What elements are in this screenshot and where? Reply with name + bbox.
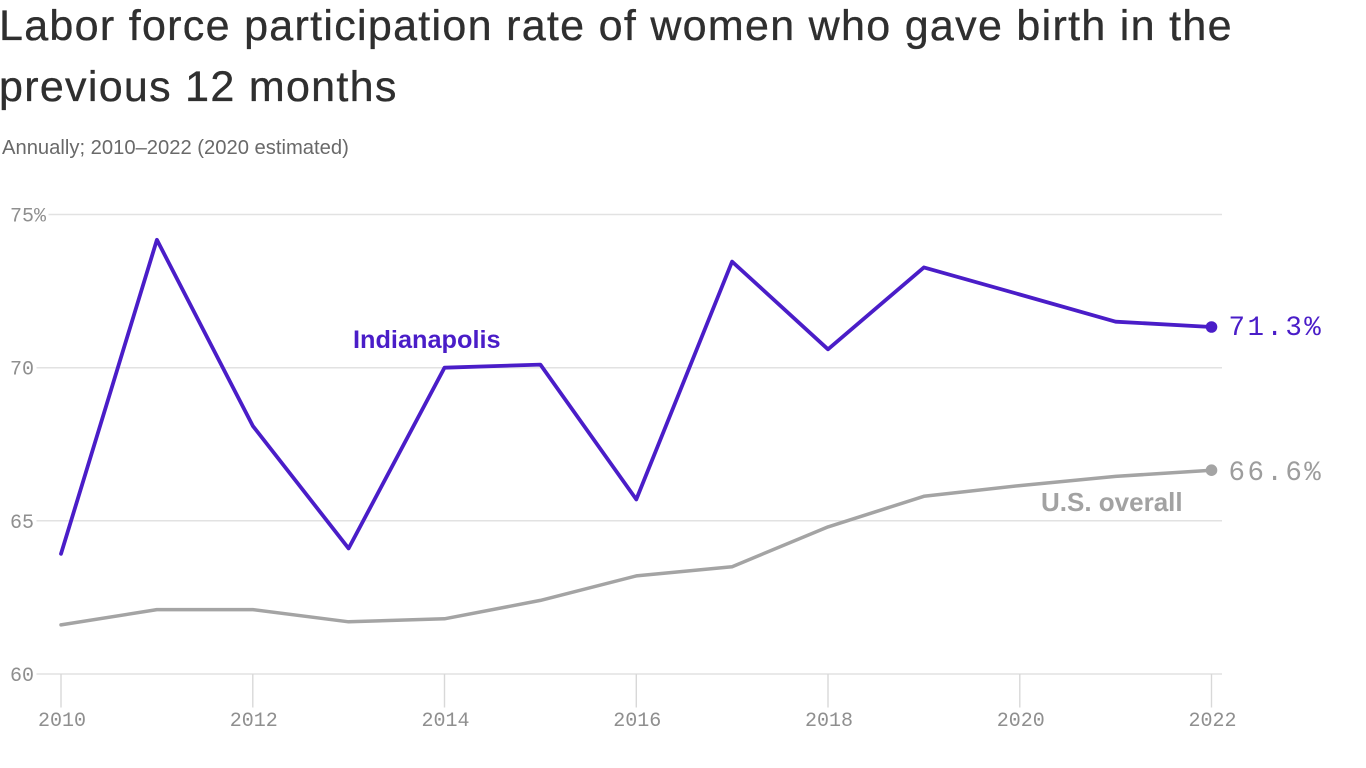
- svg-text:60: 60: [10, 665, 34, 688]
- svg-text:Indianapolis: Indianapolis: [353, 326, 501, 354]
- svg-text:2022: 2022: [1188, 710, 1236, 733]
- svg-text:75%: 75%: [10, 206, 47, 229]
- svg-text:65: 65: [10, 512, 34, 535]
- svg-text:U.S. overall: U.S. overall: [1041, 487, 1183, 517]
- svg-text:2018: 2018: [805, 710, 853, 733]
- svg-text:2016: 2016: [613, 710, 661, 733]
- svg-text:71.3%: 71.3%: [1229, 313, 1324, 344]
- svg-text:2010: 2010: [38, 710, 86, 733]
- svg-text:2012: 2012: [230, 710, 278, 733]
- svg-text:66.6%: 66.6%: [1229, 458, 1324, 489]
- svg-text:70: 70: [10, 359, 34, 382]
- svg-text:2020: 2020: [997, 710, 1045, 733]
- svg-text:2014: 2014: [421, 710, 469, 733]
